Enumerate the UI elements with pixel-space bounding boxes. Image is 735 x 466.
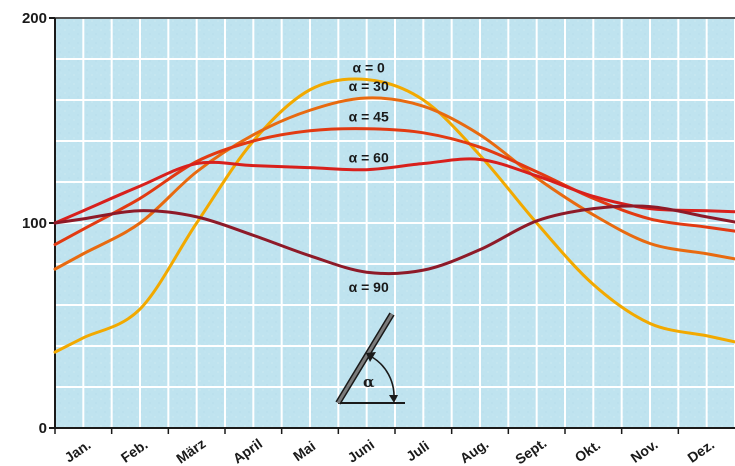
- x-tick-label: Feb.: [118, 436, 151, 466]
- series-label-1: α = 30: [349, 78, 389, 94]
- x-tick-label: Sept.: [512, 435, 549, 466]
- series-label-0: α = 0: [352, 60, 385, 76]
- series-label-2: α = 45: [349, 109, 389, 125]
- x-tick-label: Juni: [344, 436, 377, 466]
- y-tick-label: 200: [22, 10, 47, 27]
- y-tick-label: 0: [39, 420, 47, 437]
- series-line-1: [53, 96, 735, 271]
- x-tick-label: Mai: [290, 438, 318, 464]
- series-group: [53, 77, 735, 354]
- series-line-3: [53, 157, 735, 225]
- tilted-panel-angle-icon: α: [335, 312, 405, 405]
- series-label-4: α = 90: [349, 279, 389, 295]
- x-tick-label: Nov.: [628, 436, 661, 466]
- series-line-4: [53, 204, 735, 276]
- series-line-2: [53, 127, 735, 247]
- x-tick-label: April: [230, 435, 265, 466]
- x-tick-label: Aug.: [457, 435, 492, 466]
- y-tick-label: 100: [22, 215, 47, 232]
- x-tick-label: Dez.: [684, 436, 717, 466]
- labels-group: α = 0 α = 30 α = 45 α = 60 α = 90: [349, 60, 389, 296]
- x-tick-label: Juli: [403, 437, 432, 464]
- series-label-3: α = 60: [349, 150, 389, 166]
- x-tick-label: März: [173, 435, 208, 466]
- x-tick-label: Jan.: [61, 436, 93, 465]
- x-tick-label: Okt.: [572, 437, 603, 466]
- angle-alpha-label: α: [363, 373, 375, 391]
- series-line-0: [53, 77, 735, 354]
